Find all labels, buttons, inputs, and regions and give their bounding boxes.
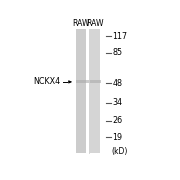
Bar — [76, 29, 86, 153]
Text: (kD): (kD) — [111, 147, 128, 156]
Text: RAW: RAW — [72, 19, 90, 28]
Text: NCKX4: NCKX4 — [34, 77, 61, 86]
Text: 19: 19 — [112, 133, 123, 142]
Bar — [76, 80, 101, 83]
Text: 117: 117 — [112, 32, 128, 41]
Text: 26: 26 — [112, 116, 123, 125]
Text: 48: 48 — [112, 79, 122, 88]
Text: 85: 85 — [112, 48, 123, 57]
Text: 34: 34 — [112, 98, 122, 107]
Bar — [90, 29, 100, 153]
Text: RAW: RAW — [86, 19, 104, 28]
